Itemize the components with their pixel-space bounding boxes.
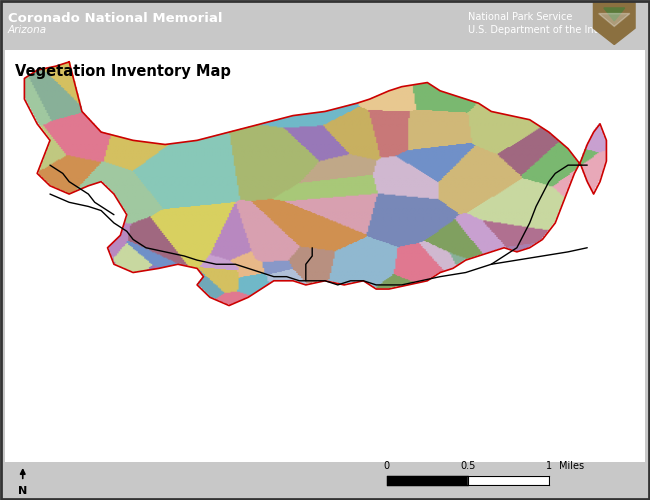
Text: U.S. Department of the Interior: U.S. Department of the Interior	[468, 25, 620, 35]
Text: Miles: Miles	[559, 461, 584, 471]
Text: National Park Service: National Park Service	[468, 12, 573, 22]
Text: N: N	[18, 486, 27, 496]
Text: 0.5: 0.5	[460, 461, 476, 471]
Text: Vegetation Inventory Map: Vegetation Inventory Map	[15, 64, 231, 79]
Polygon shape	[593, 2, 635, 44]
Text: 1: 1	[546, 461, 552, 471]
Text: Coronado National Memorial: Coronado National Memorial	[8, 12, 222, 24]
Polygon shape	[599, 14, 630, 26]
Text: Arizona: Arizona	[8, 25, 47, 35]
Text: 0: 0	[384, 461, 390, 471]
Polygon shape	[604, 8, 625, 21]
